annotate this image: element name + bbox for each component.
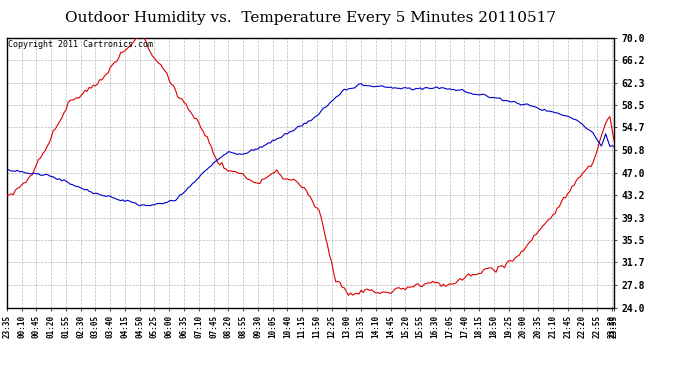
- Text: Outdoor Humidity vs.  Temperature Every 5 Minutes 20110517: Outdoor Humidity vs. Temperature Every 5…: [65, 11, 556, 25]
- Text: Copyright 2011 Cartronics.com: Copyright 2011 Cartronics.com: [8, 40, 153, 49]
